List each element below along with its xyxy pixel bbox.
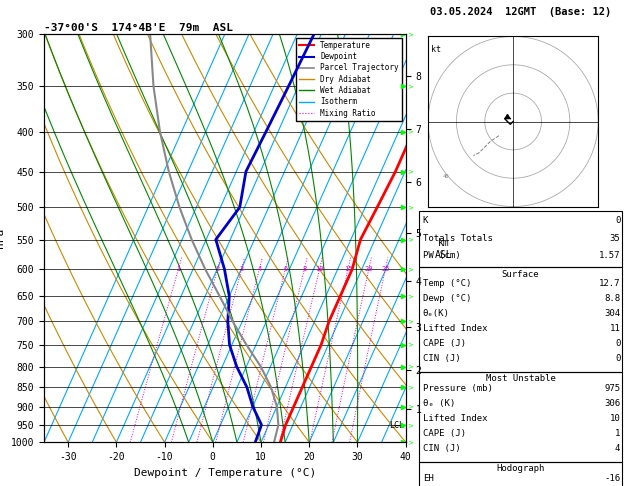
Bar [418, 462, 623, 486]
Text: 40: 40 [442, 174, 448, 179]
Text: 15: 15 [343, 266, 352, 272]
Text: >: > [408, 129, 413, 135]
Text: kt: kt [431, 45, 441, 54]
Text: 304: 304 [604, 310, 620, 318]
Text: Dewp (°C): Dewp (°C) [423, 295, 471, 303]
Y-axis label: hPa: hPa [0, 228, 5, 248]
Text: Temp (°C): Temp (°C) [423, 279, 471, 289]
Bar [418, 267, 623, 372]
Text: Lifted Index: Lifted Index [423, 325, 487, 333]
Text: Surface: Surface [502, 270, 539, 279]
Text: >: > [408, 384, 413, 390]
Text: -16: -16 [604, 474, 620, 483]
Text: 12.7: 12.7 [599, 279, 620, 289]
Text: >: > [408, 342, 413, 347]
Text: 1: 1 [615, 429, 620, 438]
Text: Lifted Index: Lifted Index [423, 414, 487, 423]
Text: -37°00'S  174°4B'E  79m  ASL: -37°00'S 174°4B'E 79m ASL [44, 23, 233, 33]
Text: 1.57: 1.57 [599, 251, 620, 260]
Text: >: > [408, 266, 413, 272]
Text: 10: 10 [610, 414, 620, 423]
Text: 8: 8 [303, 266, 306, 272]
Text: 2: 2 [215, 266, 220, 272]
Text: 975: 975 [604, 384, 620, 393]
Text: 1: 1 [176, 266, 181, 272]
Text: >: > [408, 422, 413, 428]
Y-axis label: km
ASL: km ASL [435, 238, 452, 260]
Bar [418, 372, 623, 462]
Bar [418, 211, 623, 267]
Text: >: > [408, 204, 413, 210]
X-axis label: Dewpoint / Temperature (°C): Dewpoint / Temperature (°C) [134, 468, 316, 478]
Text: 3: 3 [240, 266, 243, 272]
Text: θₑ(K): θₑ(K) [423, 310, 450, 318]
Text: 0: 0 [615, 354, 620, 364]
Text: CAPE (J): CAPE (J) [423, 339, 466, 348]
Text: θₑ (K): θₑ (K) [423, 399, 455, 408]
Text: 306: 306 [604, 399, 620, 408]
Text: K: K [423, 216, 428, 226]
Text: Most Unstable: Most Unstable [486, 374, 555, 383]
Text: 10: 10 [315, 266, 324, 272]
Text: >: > [408, 403, 413, 410]
Text: >: > [408, 169, 413, 174]
Text: CIN (J): CIN (J) [423, 354, 460, 364]
Text: 11: 11 [610, 325, 620, 333]
Text: Pressure (mb): Pressure (mb) [423, 384, 493, 393]
Text: LCL: LCL [389, 421, 404, 430]
Text: >: > [408, 293, 413, 299]
Text: Hodograph: Hodograph [496, 464, 545, 473]
Text: 8.8: 8.8 [604, 295, 620, 303]
Text: PW (cm): PW (cm) [423, 251, 460, 260]
Legend: Temperature, Dewpoint, Parcel Trajectory, Dry Adiabat, Wet Adiabat, Isotherm, Mi: Temperature, Dewpoint, Parcel Trajectory… [296, 38, 402, 121]
Text: 35: 35 [610, 234, 620, 243]
Text: 20: 20 [365, 266, 373, 272]
Text: >: > [408, 237, 413, 243]
Text: >: > [408, 439, 413, 445]
Text: >: > [408, 364, 413, 369]
Text: Totals Totals: Totals Totals [423, 234, 493, 243]
Text: >: > [408, 31, 413, 37]
Text: 6: 6 [283, 266, 287, 272]
Text: CAPE (J): CAPE (J) [423, 429, 466, 438]
Text: 03.05.2024  12GMT  (Base: 12): 03.05.2024 12GMT (Base: 12) [430, 7, 611, 17]
Text: 0: 0 [615, 216, 620, 226]
Text: 0: 0 [615, 339, 620, 348]
Text: >: > [408, 83, 413, 89]
Text: 4: 4 [257, 266, 262, 272]
Text: 4: 4 [615, 444, 620, 453]
Text: EH: EH [423, 474, 433, 483]
Text: >: > [408, 318, 413, 324]
Text: 25: 25 [381, 266, 389, 272]
Text: CIN (J): CIN (J) [423, 444, 460, 453]
